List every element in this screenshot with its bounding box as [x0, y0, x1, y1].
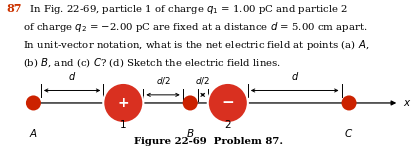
Text: $d/2$: $d/2$ — [155, 75, 171, 86]
Text: Figure 22-69  Problem 87.: Figure 22-69 Problem 87. — [135, 137, 283, 146]
Text: 1: 1 — [120, 120, 127, 130]
Text: +: + — [117, 96, 129, 110]
Text: $d/2$: $d/2$ — [195, 75, 210, 86]
Ellipse shape — [26, 95, 41, 110]
Ellipse shape — [183, 95, 198, 110]
Ellipse shape — [208, 83, 248, 123]
Text: $d$: $d$ — [68, 70, 76, 82]
Ellipse shape — [342, 95, 357, 110]
Text: $C$: $C$ — [344, 127, 354, 139]
Text: $d$: $d$ — [291, 70, 299, 82]
Text: 87: 87 — [6, 3, 22, 14]
Text: $x$: $x$ — [403, 98, 412, 108]
Text: 2: 2 — [224, 120, 231, 130]
Text: $B$: $B$ — [186, 127, 194, 139]
Text: −: − — [222, 95, 234, 110]
Ellipse shape — [103, 83, 143, 123]
Text: $A$: $A$ — [29, 127, 38, 139]
Text: In Fig. 22-69, particle 1 of charge $q_1$ = 1.00 pC and particle 2
of charge $q_: In Fig. 22-69, particle 1 of charge $q_1… — [23, 3, 369, 69]
